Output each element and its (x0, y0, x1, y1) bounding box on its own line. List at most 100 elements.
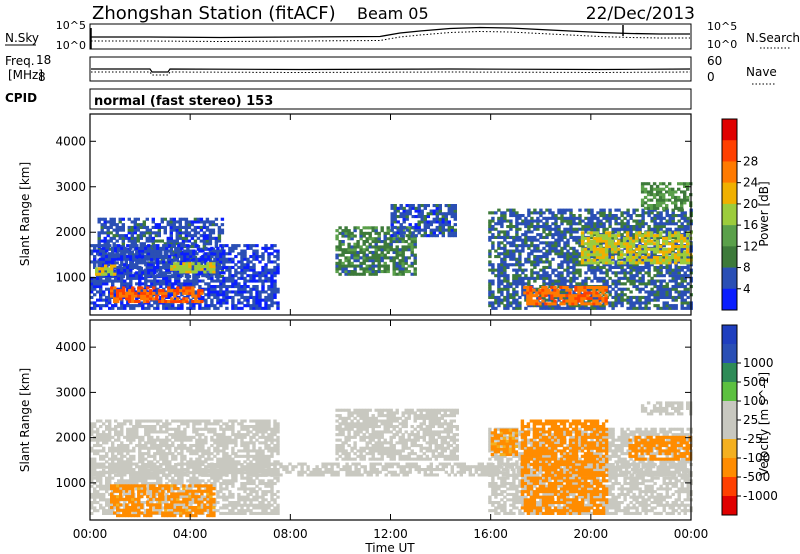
data-cell (628, 239, 633, 243)
data-cell (135, 252, 139, 256)
data-cell (572, 227, 576, 231)
data-cell (659, 287, 663, 291)
data-cell (144, 255, 148, 259)
data-cell (118, 217, 122, 221)
data-cell (135, 274, 139, 278)
data-cell (114, 293, 118, 297)
data-cell (655, 190, 660, 194)
data-cell (497, 298, 501, 302)
data-cell (108, 498, 112, 502)
data-cell (172, 228, 176, 232)
data-cell (112, 242, 116, 246)
data-cell (610, 234, 615, 238)
data-cell (641, 252, 645, 256)
data-cell (237, 285, 241, 289)
data-cell (432, 228, 436, 232)
data-cell (148, 231, 152, 235)
data-cell (614, 293, 618, 297)
colorbar-frame (721, 118, 738, 311)
data-cell (335, 245, 339, 249)
data-cell (103, 220, 107, 224)
data-cell (506, 219, 510, 223)
data-cell (450, 225, 454, 229)
data-cell (243, 276, 247, 280)
data-cell (569, 257, 573, 261)
power-ylabel: Slant Range [km] (18, 162, 32, 266)
data-cell (527, 252, 531, 256)
data-cell (117, 422, 121, 426)
data-cell (347, 259, 351, 263)
data-cell (617, 216, 621, 220)
data-cell (386, 242, 390, 246)
data-cell (114, 290, 118, 294)
data-cell (380, 256, 384, 260)
data-cell (112, 217, 116, 221)
data-cell (506, 301, 510, 305)
data-cell (497, 290, 501, 294)
data-cell (610, 261, 615, 265)
data-cell (572, 257, 576, 261)
data-cell (577, 294, 581, 298)
data-cell (249, 260, 253, 264)
data-cell (617, 227, 621, 231)
data-cell (116, 291, 120, 295)
data-cell (417, 231, 421, 235)
data-cell (93, 490, 97, 494)
data-cell (105, 490, 109, 494)
data-cell (515, 222, 519, 226)
data-cell (137, 289, 141, 293)
data-cell (611, 252, 615, 256)
data-cell (545, 282, 549, 286)
data-cell (393, 215, 397, 219)
data-cell (365, 264, 369, 268)
data-cell (109, 223, 113, 227)
data-cell (187, 234, 192, 238)
data-cell (126, 446, 130, 450)
data-cell (111, 252, 115, 256)
data-cell (162, 306, 166, 310)
data-cell (162, 260, 166, 264)
data-cell (584, 216, 588, 220)
data-cell (264, 244, 268, 248)
data-cell (213, 287, 217, 291)
data-cell (165, 285, 169, 289)
data-cell (151, 275, 155, 279)
data-cell (189, 252, 193, 256)
data-cell (187, 223, 192, 227)
data-cell (399, 215, 403, 219)
data-cell (135, 255, 139, 259)
data-cell (595, 234, 600, 238)
data-cell (114, 244, 118, 248)
data-cell (506, 263, 510, 267)
data-cell (611, 306, 615, 310)
data-cell (93, 293, 97, 297)
data-cell (497, 252, 501, 256)
data-cell (116, 297, 120, 301)
data-cell (105, 255, 109, 259)
data-cell (665, 184, 669, 188)
data-cell (677, 225, 681, 229)
data-cell (195, 244, 199, 248)
data-cell (102, 257, 106, 261)
data-cell (225, 265, 229, 269)
data-cell (231, 260, 235, 264)
freq-label: Freq. (5, 54, 35, 68)
data-cell (628, 250, 633, 254)
data-cell (563, 216, 567, 220)
data-cell (99, 506, 103, 510)
data-cell (267, 285, 271, 289)
data-cell (494, 295, 498, 299)
data-cell (533, 246, 537, 250)
data-cell (198, 285, 202, 289)
data-cell (359, 234, 363, 238)
data-cell (647, 255, 651, 259)
data-cell (335, 234, 339, 238)
data-cell (208, 242, 213, 246)
data-cell (653, 290, 657, 294)
data-cell (108, 506, 112, 510)
data-cell (566, 227, 570, 231)
data-cell (565, 299, 569, 303)
data-cell (577, 288, 581, 292)
data-cell (589, 261, 594, 265)
data-cell (674, 276, 678, 280)
